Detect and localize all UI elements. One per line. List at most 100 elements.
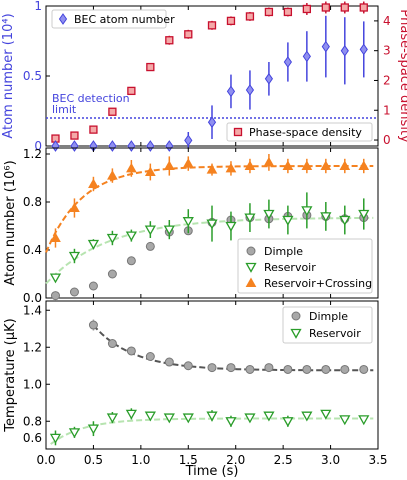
reservoir-crossing-point	[320, 160, 332, 170]
reservoir-point	[358, 209, 370, 220]
reservoir-point	[182, 413, 194, 424]
reservoir-point	[320, 409, 332, 420]
reservoir-point	[301, 411, 313, 422]
legend-marker-psd	[233, 127, 243, 137]
dimple-point	[264, 363, 274, 373]
y-tick-label: 1	[34, 0, 42, 13]
phase-space-density-point	[340, 3, 349, 12]
phase-space-density-point	[321, 3, 330, 12]
dimple-series	[88, 319, 369, 374]
reservoir-point	[263, 411, 275, 422]
legend-marker-dimple	[291, 311, 301, 321]
dimple-point	[88, 281, 98, 291]
reservoir-point	[144, 225, 156, 236]
y-tick-label: 0.8	[23, 414, 42, 428]
phase-space-density-point	[89, 125, 98, 134]
reservoir-crossing-point	[69, 202, 80, 212]
reservoir-point	[244, 213, 256, 224]
dimple-point	[126, 346, 136, 356]
y-tick-label: 0.5	[23, 69, 42, 83]
reservoir-fit-curve	[45, 216, 374, 285]
x-tick-label: 3.5	[368, 453, 387, 467]
y-axis-label: Temperature (µK)	[3, 318, 18, 432]
y-tick-label: 0	[383, 133, 391, 147]
legend-label-psd: Phase-space density	[249, 126, 362, 139]
bec-atom-number-point	[108, 140, 117, 152]
legend-bec	[51, 9, 167, 29]
bec-atom-number-point	[127, 140, 136, 152]
bec-atom-number-point	[165, 140, 174, 152]
reservoir-point	[106, 413, 119, 424]
reservoir-crossing-point	[126, 162, 137, 173]
dimple-point	[69, 287, 79, 297]
reservoir-point	[144, 411, 156, 422]
dimple-point	[340, 364, 350, 374]
dimple-point	[107, 269, 117, 279]
reservoir-crossing-point	[88, 178, 99, 188]
reservoir-point	[49, 433, 62, 444]
y-tick-label: 1.0	[23, 377, 42, 391]
phase-space-density-point	[127, 86, 136, 96]
phase-space-density-point	[184, 30, 193, 39]
legend-label-reservoir: Reservoir	[309, 327, 361, 340]
phase-space-density-point	[226, 16, 236, 26]
y-tick-label: 0	[34, 139, 42, 153]
legend-label-reservoir: Reservoir	[264, 261, 316, 274]
reservoir-point	[301, 206, 313, 217]
reservoir-point	[206, 219, 218, 230]
reservoir-crossing-point	[339, 160, 351, 170]
legend-marker-reservoir	[245, 262, 257, 273]
y-tick-label: 1	[383, 103, 391, 117]
reservoir-crossing-point	[182, 158, 194, 168]
phase-space-density-point	[302, 4, 312, 14]
bec-atom-number-point	[70, 140, 79, 152]
legend-marker-bec	[58, 13, 68, 25]
phase-space-density-point	[245, 12, 255, 21]
reservoir-point	[339, 215, 351, 226]
dimple-point	[183, 361, 193, 371]
phase-space-density-series	[51, 1, 368, 143]
reservoir-point	[263, 209, 275, 220]
phase-space-density-point	[283, 7, 293, 17]
x-axis-label: Time (s)	[185, 464, 239, 479]
dimple-point	[321, 364, 331, 374]
y-tick-label: 0.6	[23, 431, 42, 445]
reservoir-point	[68, 251, 81, 262]
reservoir-point	[225, 221, 237, 232]
reservoir-crossing-point	[244, 160, 256, 170]
phase-space-density-point	[165, 36, 174, 45]
legend-label-dimple: Dimple	[309, 310, 348, 323]
phase-space-density-point	[146, 62, 155, 72]
y-tick-label: 1.2	[23, 147, 42, 161]
bec-atom-number-point	[207, 116, 217, 129]
reservoir-point	[163, 413, 175, 424]
y-axis-label-left: Atom number (10⁴)	[1, 13, 16, 138]
phase-space-density-point	[70, 131, 79, 140]
dimple-point	[359, 364, 369, 374]
x-tick-label: 0.5	[84, 453, 103, 467]
panel-bottom: 0.0 0.5 1.0 1.5 2.0 2.5 3.0 3.5 0.8 1.0 1.2 1.4 0.6 T…	[3, 300, 388, 479]
x-tick-label: 1.0	[131, 453, 150, 467]
reservoir-point	[163, 225, 175, 236]
y-tick-label: 0.4	[23, 243, 42, 257]
x-tick-label: 3.0	[321, 453, 340, 467]
y-tick-label: 1.4	[23, 303, 42, 317]
legend-label-reservoir-crossing: Reservoir+Crossing	[264, 277, 372, 290]
reservoir-point	[320, 212, 332, 223]
reservoir-point	[106, 233, 119, 244]
phase-space-density-point	[264, 7, 274, 17]
bec-atom-number-point	[226, 85, 236, 98]
dimple-point	[164, 357, 174, 367]
y-tick-label: 3	[383, 44, 391, 58]
phase-space-density-point	[207, 21, 217, 30]
legend-bottom	[282, 306, 373, 344]
reservoir-series	[49, 192, 370, 284]
bec-atom-number-point	[302, 50, 311, 63]
dimple-point	[50, 291, 60, 301]
reservoir-point	[49, 273, 62, 284]
bec-atom-number-point	[264, 72, 274, 85]
reservoir-point	[282, 215, 294, 226]
reservoir-crossing-point	[358, 160, 370, 170]
legend-marker-reservoir-crossing	[245, 277, 257, 287]
legend-marker-dimple	[246, 246, 256, 256]
